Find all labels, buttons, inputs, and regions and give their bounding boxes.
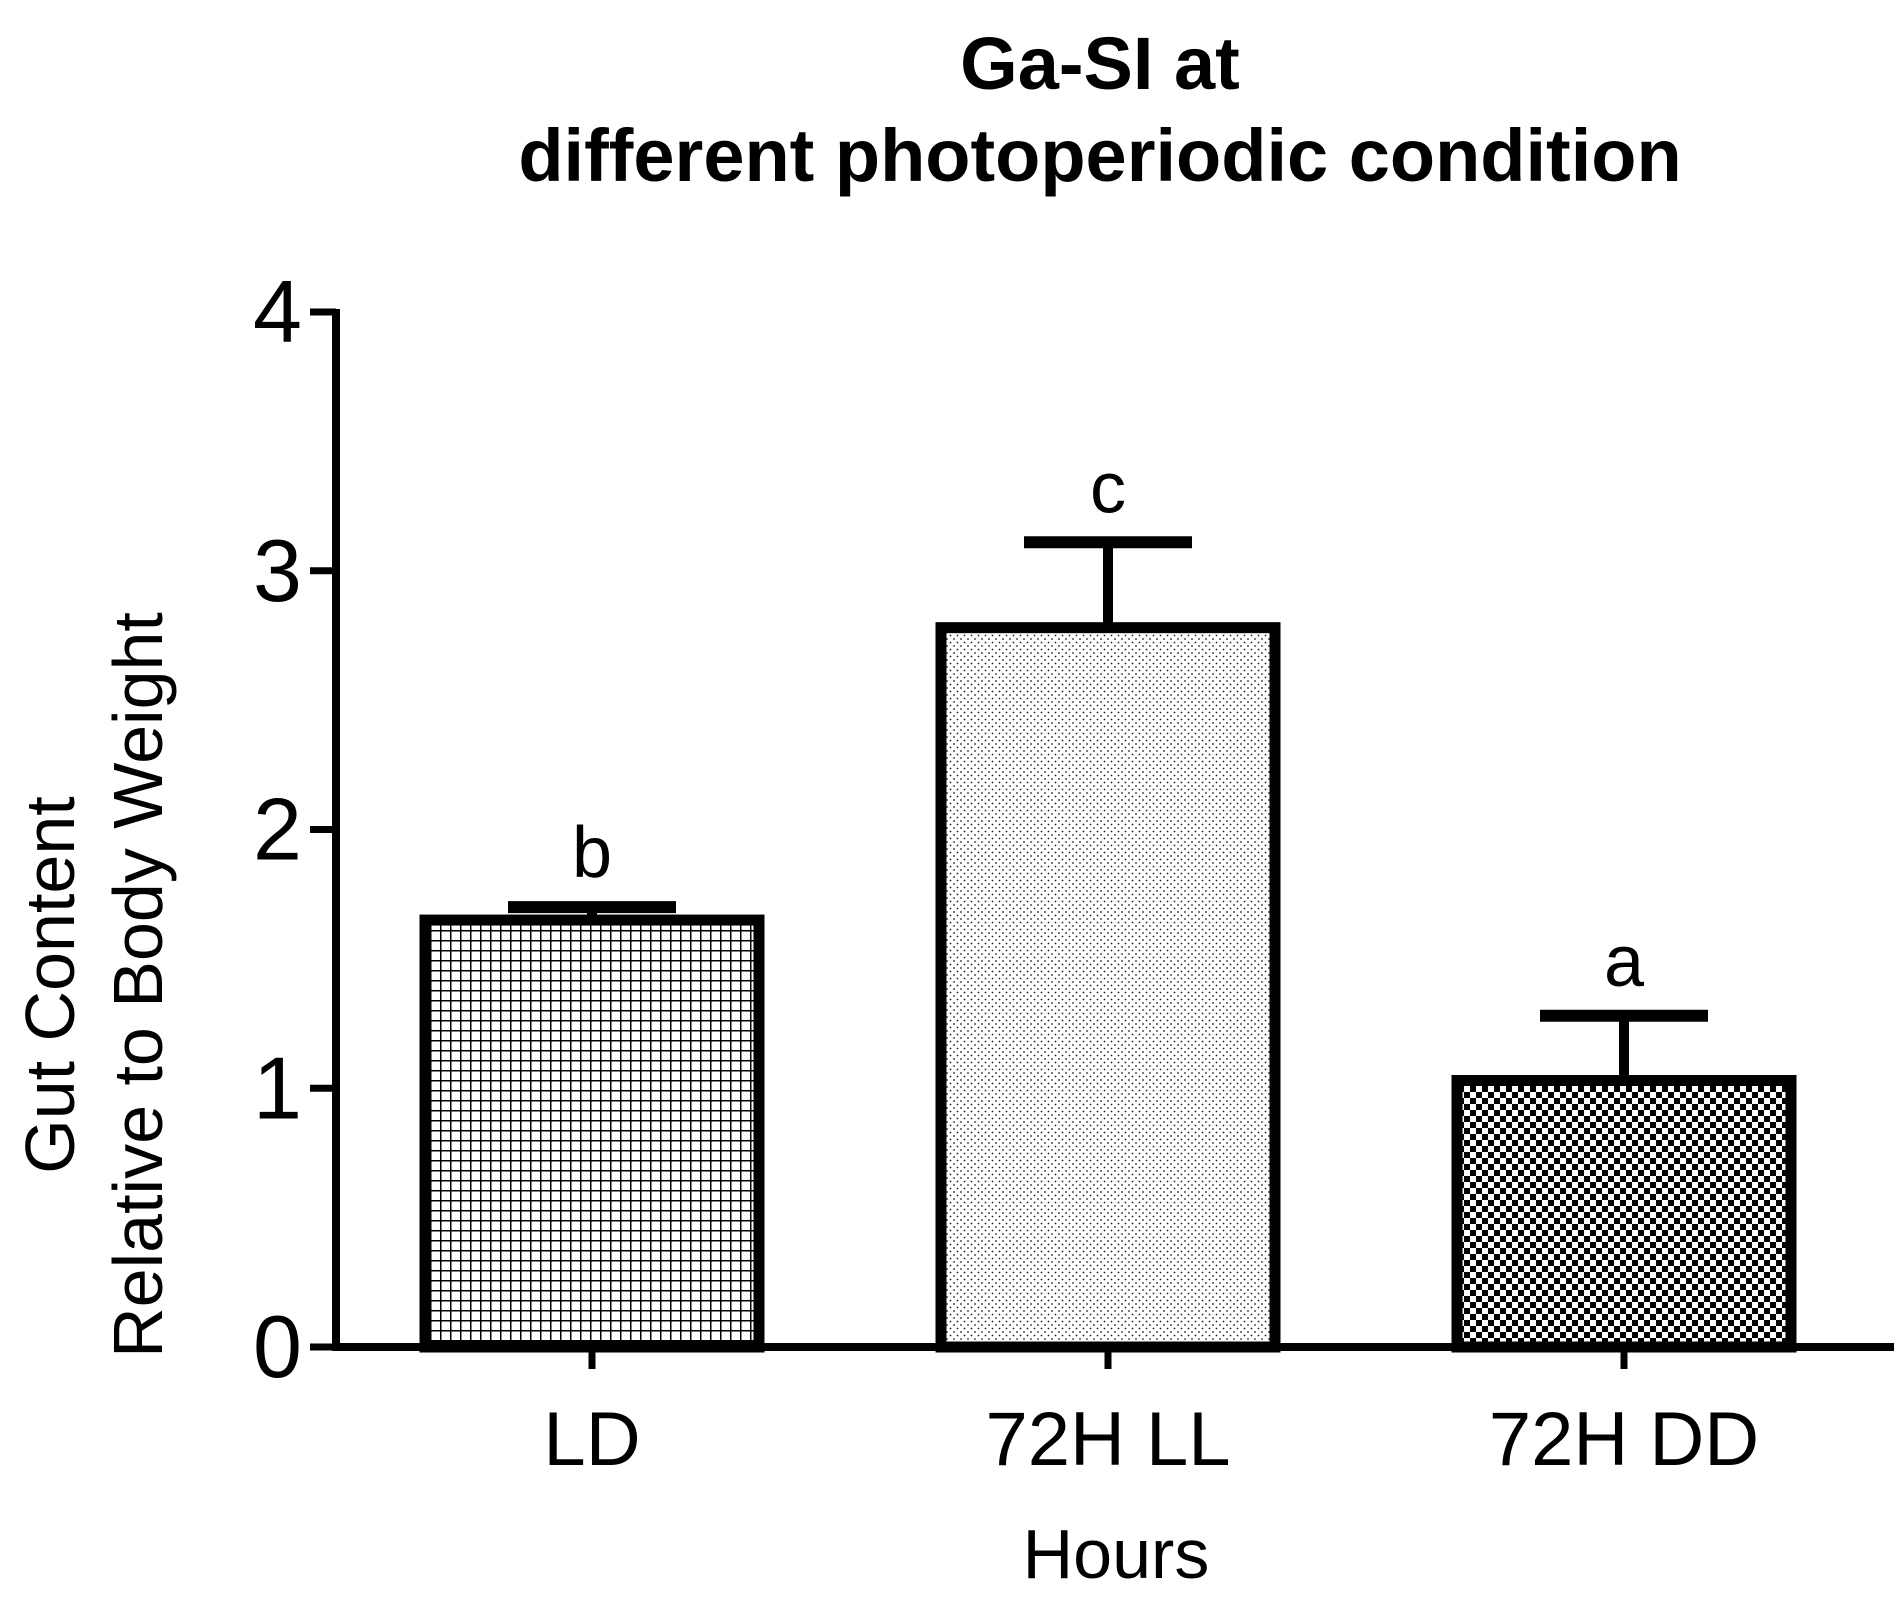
y-axis-label: Gut Content Relative to Body Weight	[11, 612, 177, 1358]
x-tick-label-0: LD	[543, 1397, 640, 1482]
y-tick-label-4: 4	[253, 262, 302, 361]
y-tick-label-3: 3	[253, 521, 302, 620]
significance-letter-1: c	[1090, 448, 1126, 528]
y-axis-label-line-1: Gut Content	[11, 796, 89, 1173]
y-tick-label-0: 0	[253, 1297, 302, 1396]
chart-title-line-1: Ga-SI at	[960, 22, 1240, 105]
labels-layer: b LD c 72H LL a 72H DD 0 1 2 3 4	[253, 262, 1759, 1482]
bar-2	[1451, 1074, 1797, 1353]
chart-title: Ga-SI at different photoperiodic conditi…	[300, 18, 1899, 202]
y-axis-label-line-2: Relative to Body Weight	[99, 612, 177, 1358]
bars-layer	[419, 622, 1797, 1353]
significance-letter-0: b	[572, 813, 612, 893]
axes-layer	[310, 308, 1894, 1369]
chart-title-line-2: different photoperiodic condition	[518, 114, 1682, 197]
y-tick-label-2: 2	[253, 780, 302, 879]
x-axis-label: Hours	[1023, 1515, 1210, 1593]
x-tick-label-1: 72H LL	[985, 1397, 1230, 1482]
significance-letter-2: a	[1604, 922, 1645, 1002]
bar-0	[419, 914, 765, 1353]
y-tick-label-1: 1	[253, 1038, 302, 1137]
error-bars-layer	[508, 536, 1708, 1081]
x-tick-label-2: 72H DD	[1489, 1397, 1759, 1482]
bar-1	[935, 622, 1281, 1353]
